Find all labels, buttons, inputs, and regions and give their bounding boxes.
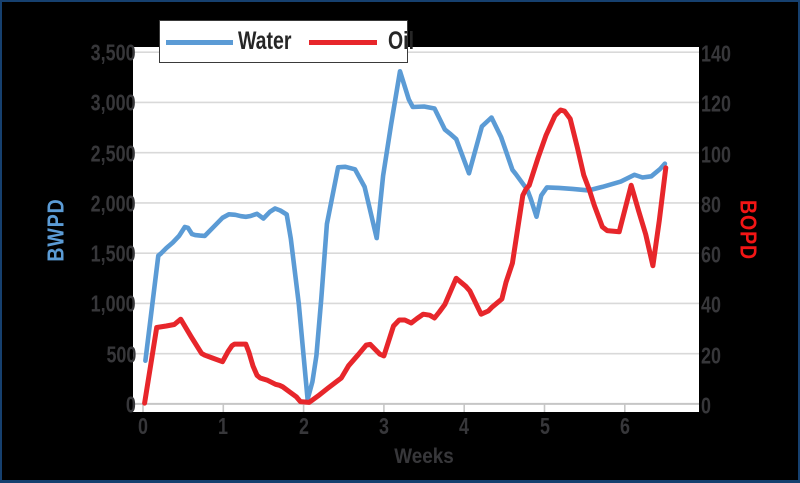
x-tick-label: 1 bbox=[218, 413, 229, 439]
y-left-tick-label: 500 bbox=[106, 341, 136, 368]
y-axis-title-left: BWPD bbox=[42, 198, 69, 262]
x-tick-label: 6 bbox=[619, 413, 630, 439]
y-left-tick-label: 1,000 bbox=[91, 290, 136, 317]
x-tick-label: 4 bbox=[459, 413, 470, 439]
chart-canvas bbox=[133, 51, 699, 412]
series-line-oil bbox=[142, 107, 669, 406]
y-right-tick-label: 20 bbox=[701, 342, 721, 369]
y-left-tick-label: 2,000 bbox=[91, 190, 136, 217]
y-right-tick-label: 80 bbox=[701, 191, 721, 218]
x-tick-label: 2 bbox=[298, 413, 309, 439]
legend: Water Oil bbox=[159, 20, 414, 63]
legend-swatch-water bbox=[166, 40, 233, 45]
y-right-tick-label: 140 bbox=[701, 40, 731, 67]
y-left-tick-label: 1,500 bbox=[91, 240, 136, 267]
y-left-tick-label: 3,500 bbox=[91, 39, 136, 66]
y-right-tick-label: 120 bbox=[701, 90, 731, 117]
y-right-tick-label: 100 bbox=[701, 141, 731, 168]
y-axis-title-right: BOPD bbox=[735, 200, 762, 260]
y-right-tick-label: 60 bbox=[701, 241, 721, 268]
x-axis-title: Weeks bbox=[394, 445, 454, 468]
series-line-water bbox=[143, 69, 668, 402]
x-tick-label: 3 bbox=[378, 413, 389, 439]
x-tick-label: 5 bbox=[539, 413, 550, 439]
legend-label-water: Water bbox=[238, 26, 292, 55]
y-right-tick-label: 40 bbox=[701, 291, 721, 318]
y-left-tick-label: 3,000 bbox=[91, 89, 136, 116]
legend-label-oil: Oil bbox=[388, 26, 415, 55]
y-left-tick-label: 0 bbox=[126, 391, 136, 418]
x-tick-label: 0 bbox=[138, 413, 148, 439]
y-left-tick-label: 2,500 bbox=[91, 140, 136, 167]
y-right-tick-label: 0 bbox=[701, 392, 711, 419]
legend-swatch-oil bbox=[309, 40, 377, 45]
plot-area bbox=[133, 47, 699, 412]
